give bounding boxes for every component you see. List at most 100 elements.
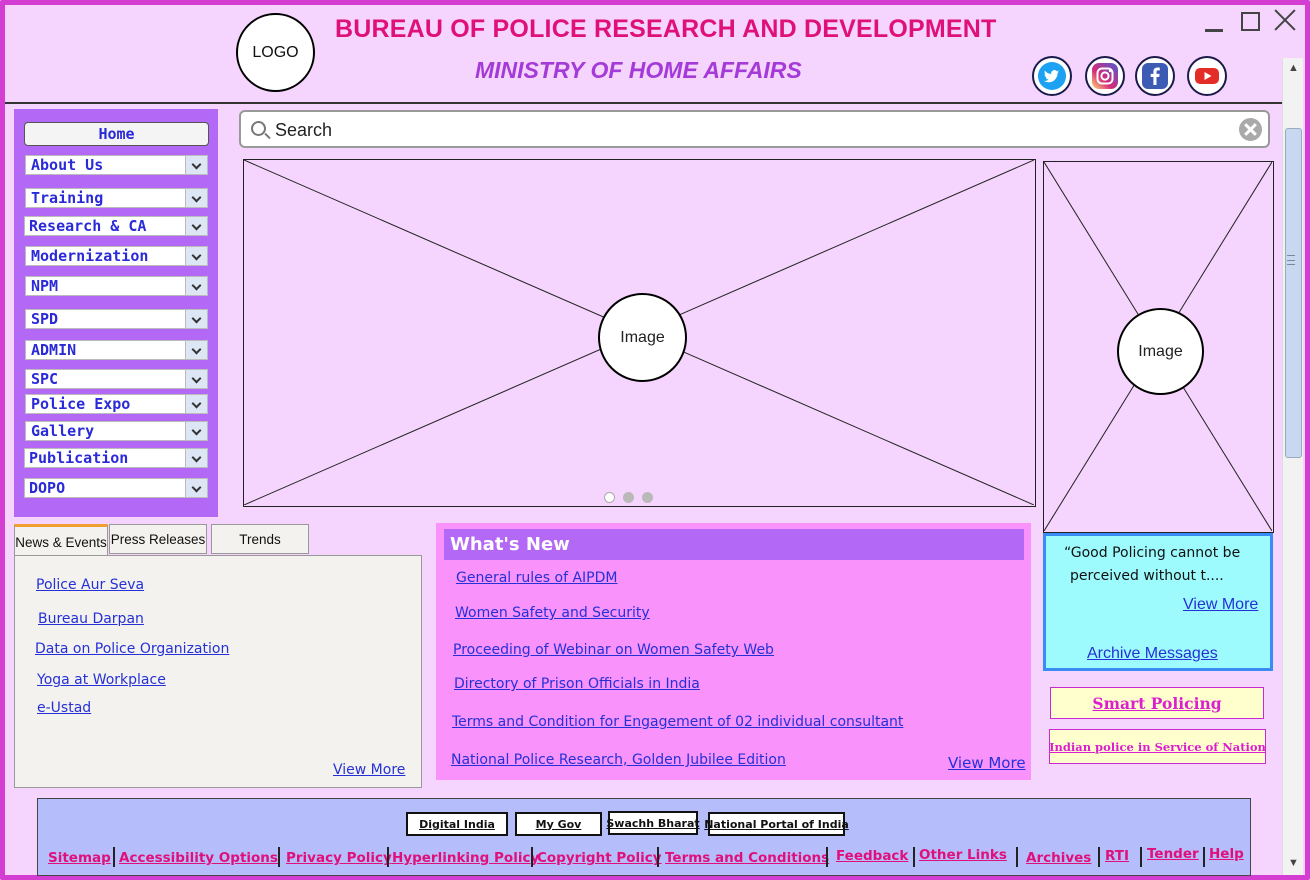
chevron-down-icon[interactable] [185,310,207,328]
chevron-down-icon[interactable] [185,277,207,295]
chevron-down-icon[interactable] [185,422,207,440]
maximize-icon[interactable] [1241,12,1260,31]
nav-item-about-us[interactable]: About Us [25,155,208,175]
news-view-more-link[interactable]: View More [333,762,406,778]
nav-home-button[interactable]: Home [24,122,209,146]
carousel-image-label: Image [598,293,687,382]
news-link[interactable]: Bureau Darpan [38,611,144,627]
whats-new-link[interactable]: Terms and Condition for Engagement of 02… [452,714,904,730]
nav-item-spc[interactable]: SPC [25,369,208,389]
nav-item-label: DOPO [29,479,66,497]
side-image-label: Image [1117,308,1204,395]
nav-item-admin[interactable]: ADMIN [25,340,208,360]
whats-new-link[interactable]: General rules of AIPDM [456,570,618,586]
footer-link-rti[interactable]: RTI [1105,848,1130,864]
chevron-down-icon[interactable] [185,370,207,388]
vertical-scrollbar[interactable]: ▲ ▼ [1282,58,1303,875]
close-icon[interactable] [1273,8,1297,32]
news-link[interactable]: Data on Police Organization [35,641,230,657]
instagram-icon[interactable] [1085,56,1125,96]
footer: Digital India My Gov Swachh Bharat Natio… [37,798,1251,876]
digital-india-button[interactable]: Digital India [406,812,508,836]
footer-link-privacy[interactable]: Privacy Policy [286,850,392,866]
smart-policing-link[interactable]: Smart Policing [1050,687,1264,719]
quote-view-more-link[interactable]: View More [1183,596,1259,613]
page-subtitle: MINISTRY OF HOME AFFAIRS [475,57,802,83]
nav-item-police-expo[interactable]: Police Expo [25,394,208,414]
footer-link-tender[interactable]: Tender [1147,846,1199,862]
youtube-icon[interactable] [1187,56,1227,96]
chevron-down-icon[interactable] [185,479,207,497]
footer-separator [1203,847,1205,867]
news-link[interactable]: e-Ustad [37,700,92,716]
nav-item-label: Police Expo [31,395,131,413]
whats-new-view-more-link[interactable]: View More [948,754,1026,772]
nav-item-label: Modernization [31,247,149,265]
whats-new-link[interactable]: National Police Research, Golden Jubilee… [451,752,786,768]
chevron-down-icon[interactable] [185,395,207,413]
nav-item-label: ADMIN [31,341,77,359]
news-link[interactable]: Police Aur Seva [36,577,145,593]
archive-messages-link[interactable]: Archive Messages [1087,645,1218,662]
chevron-down-icon[interactable] [185,341,207,359]
nav-item-research[interactable]: Research & CA [24,216,208,236]
clear-search-icon[interactable] [1239,118,1262,141]
indian-police-link[interactable]: Indian police in Service of Nation [1049,729,1266,764]
minimize-icon[interactable] [1205,10,1225,32]
footer-separator [1016,847,1018,867]
nav-item-label: SPD [31,310,59,328]
news-link[interactable]: Yoga at Workplace [37,672,166,688]
footer-link-feedback[interactable]: Feedback [836,848,909,864]
whats-new-link[interactable]: Women Safety and Security [455,605,650,621]
search-input[interactable] [275,118,1225,142]
whats-new-panel: What's New General rules of AIPDM Women … [436,523,1031,780]
tab-trends[interactable]: Trends [211,524,309,554]
nav-item-training[interactable]: Training [25,188,208,208]
footer-link-archives[interactable]: Archives [1026,850,1092,866]
footer-link-copyright[interactable]: Copyright Policy [537,850,662,866]
footer-separator [913,847,915,867]
whats-new-link[interactable]: Directory of Prison Officials in India [454,676,700,692]
my-gov-button[interactable]: My Gov [515,812,602,836]
chevron-down-icon[interactable] [185,189,207,207]
footer-link-accessibility[interactable]: Accessibility Options [119,850,278,866]
footer-link-terms[interactable]: Terms and Conditions [665,850,830,866]
twitter-icon[interactable] [1032,56,1072,96]
nav-item-dopo[interactable]: DOPO [24,478,208,498]
nav-item-gallery[interactable]: Gallery [25,421,208,441]
chevron-down-icon[interactable] [185,217,207,235]
carousel-dot[interactable] [604,492,615,503]
nav-item-publication[interactable]: Publication [24,448,208,468]
scroll-thumb[interactable] [1285,128,1302,458]
facebook-icon[interactable] [1135,56,1175,96]
scroll-grip-icon [1287,255,1295,265]
footer-link-other[interactable]: Other Links [919,847,1007,863]
footer-link-hyperlinking[interactable]: Hyperlinking Policy [392,850,540,866]
tab-news-events[interactable]: News & Events [14,524,108,557]
whats-new-link[interactable]: Proceeding of Webinar on Women Safety We… [453,642,774,658]
swachh-bharat-button[interactable]: Swachh Bharat [606,811,700,835]
scroll-down-icon[interactable]: ▼ [1288,857,1299,869]
chevron-down-icon[interactable] [185,156,207,174]
carousel-dot[interactable] [642,492,653,503]
chevron-down-icon[interactable] [185,247,207,265]
tab-press-releases[interactable]: Press Releases [109,524,207,554]
footer-link-help[interactable]: Help [1209,846,1244,862]
scroll-up-icon[interactable]: ▲ [1288,62,1299,74]
search-icon[interactable] [251,121,266,136]
nav-item-label: SPC [31,370,59,388]
nav-item-label: About Us [31,156,104,174]
carousel-dot[interactable] [623,492,634,503]
search-bar [239,110,1270,148]
quote-box: “Good Policing cannot be perceived witho… [1043,533,1273,671]
footer-link-sitemap[interactable]: Sitemap [48,850,111,866]
nav-item-npm[interactable]: NPM [25,276,208,296]
nav-item-modernization[interactable]: Modernization [25,246,208,266]
national-portal-button[interactable]: National Portal of India [704,812,849,836]
news-events-panel: Police Aur Seva Bureau Darpan Data on Po… [14,555,422,788]
chevron-down-icon[interactable] [185,449,207,467]
quote-text-line1: “Good Policing cannot be [1064,545,1241,561]
footer-separator [278,847,280,867]
nav-item-spd[interactable]: SPD [25,309,208,329]
footer-separator [826,847,828,867]
